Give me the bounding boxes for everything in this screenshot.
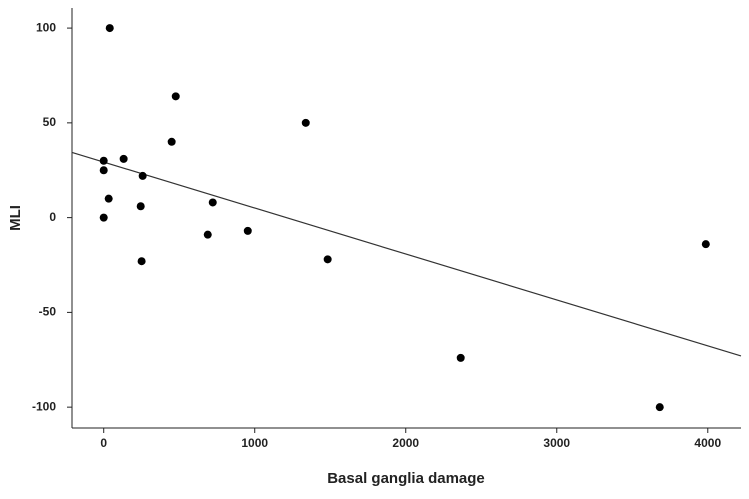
point [456, 353, 465, 362]
point [301, 118, 310, 127]
x-tick-label: 4000 [694, 436, 721, 450]
y-tick-label: 0 [49, 210, 56, 224]
x-axis-label: Basal ganglia damage [327, 470, 485, 487]
point [655, 403, 664, 412]
point [203, 230, 212, 239]
point [104, 194, 113, 203]
point [136, 202, 145, 211]
x-tick-label: 3000 [543, 436, 570, 450]
y-tick-label: -50 [39, 305, 57, 319]
x-tick-label: 2000 [392, 436, 419, 450]
x-tick-label: 0 [100, 436, 107, 450]
point [138, 171, 147, 180]
point [208, 198, 217, 207]
point [99, 166, 108, 175]
point [243, 226, 252, 235]
point [171, 92, 180, 101]
point [105, 24, 114, 33]
point [323, 255, 332, 264]
point [99, 213, 108, 222]
x-tick-label: 1000 [241, 436, 268, 450]
y-tick-label: 50 [43, 115, 57, 129]
y-tick-label: -100 [32, 399, 56, 413]
y-axis-label: MLI [7, 205, 24, 231]
point [119, 154, 128, 163]
point [137, 257, 146, 266]
y-tick-label: 100 [36, 20, 56, 34]
point [99, 156, 108, 165]
point [701, 240, 710, 249]
point [167, 137, 176, 146]
trend-line [71, 151, 742, 357]
